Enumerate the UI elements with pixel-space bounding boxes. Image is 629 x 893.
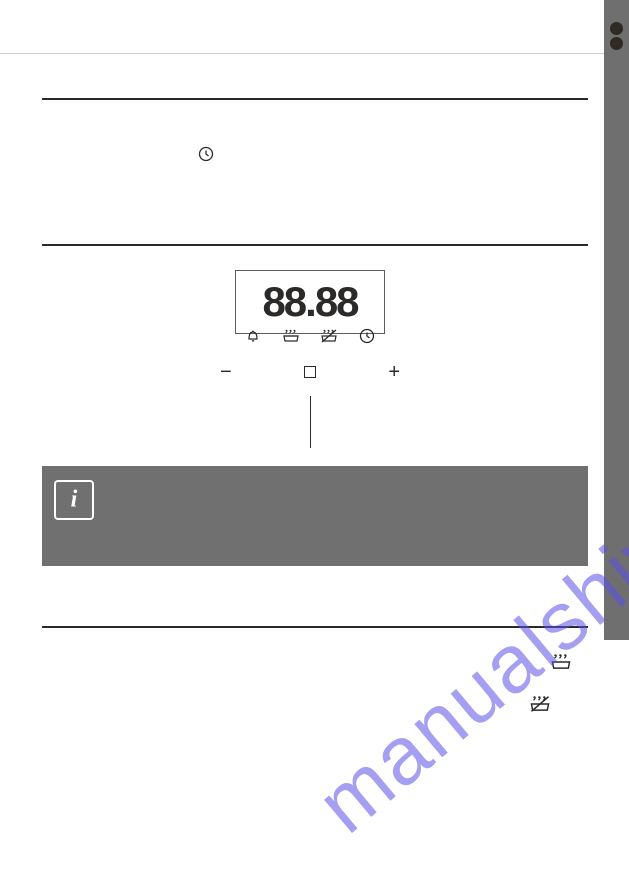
leader-line <box>310 396 311 448</box>
pot-heat-icon <box>550 652 572 672</box>
pot-heat-crossed-icon <box>320 328 338 344</box>
tab-dot <box>610 37 623 50</box>
clock-icon <box>359 328 375 344</box>
section-rule <box>42 244 588 246</box>
digit-text: 88.88 <box>262 278 357 325</box>
minus-button[interactable]: − <box>220 362 232 382</box>
section-rule <box>42 626 588 628</box>
plus-button[interactable]: + <box>388 362 400 382</box>
side-tab <box>604 0 629 640</box>
display-frame: 88.88 <box>235 270 385 334</box>
top-rule <box>0 53 604 54</box>
bell-icon <box>245 328 261 344</box>
info-icon: i <box>54 480 94 520</box>
clock-icon <box>198 146 214 162</box>
pot-heat-crossed-icon <box>529 694 551 714</box>
display-digits: 88.88 <box>262 281 357 323</box>
function-icon-row <box>235 328 385 344</box>
page-root: 88.88 <box>0 0 629 893</box>
mode-button[interactable] <box>304 366 316 378</box>
info-letter: i <box>71 487 78 514</box>
section-rule <box>42 98 588 100</box>
side-tab-dots <box>610 22 623 52</box>
tab-dot <box>610 22 623 35</box>
info-note-box: i <box>42 466 588 566</box>
pot-heat-icon <box>282 328 300 344</box>
controls-row: − + <box>220 362 400 382</box>
